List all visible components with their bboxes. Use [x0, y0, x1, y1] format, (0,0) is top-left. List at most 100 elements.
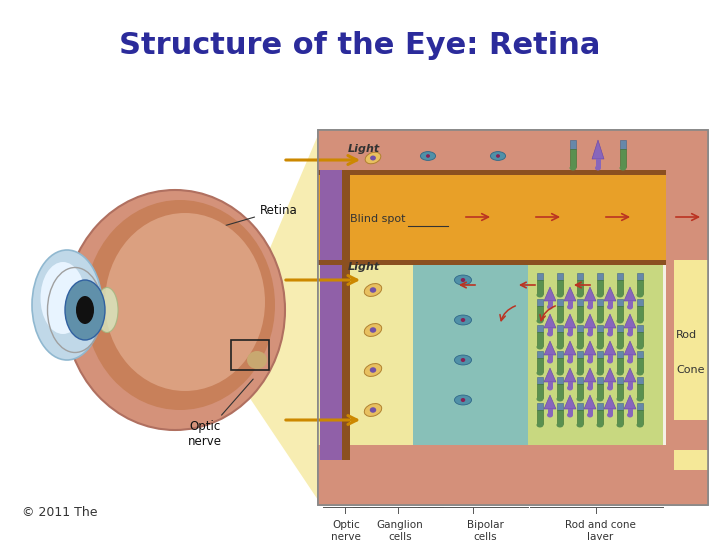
- Ellipse shape: [557, 293, 564, 298]
- Ellipse shape: [365, 152, 381, 164]
- Polygon shape: [544, 368, 556, 382]
- Polygon shape: [624, 287, 636, 301]
- Text: Retina: Retina: [212, 204, 298, 229]
- Text: Blind spot: Blind spot: [350, 214, 405, 224]
- Ellipse shape: [461, 278, 465, 282]
- Ellipse shape: [577, 345, 583, 349]
- Bar: [628, 409, 632, 415]
- Ellipse shape: [570, 165, 577, 171]
- Bar: [588, 301, 593, 307]
- Bar: [637, 273, 643, 280]
- Bar: [318, 175, 708, 260]
- Text: Ganglion
cells: Ganglion cells: [377, 520, 423, 540]
- Bar: [537, 273, 543, 280]
- Bar: [318, 445, 708, 505]
- Bar: [537, 280, 543, 294]
- Text: Light: Light: [348, 144, 380, 154]
- Bar: [318, 130, 708, 170]
- Ellipse shape: [461, 318, 465, 322]
- Bar: [567, 355, 572, 361]
- Ellipse shape: [370, 287, 377, 293]
- Ellipse shape: [454, 315, 472, 325]
- Ellipse shape: [65, 190, 285, 430]
- Bar: [597, 325, 603, 332]
- Bar: [577, 332, 583, 346]
- Polygon shape: [231, 135, 318, 500]
- Bar: [597, 403, 603, 410]
- Text: Rod and cone
layer: Rod and cone layer: [564, 520, 636, 540]
- Bar: [617, 384, 623, 398]
- Bar: [567, 301, 572, 307]
- Text: Optic
nerve: Optic nerve: [188, 379, 253, 448]
- Bar: [577, 325, 583, 332]
- Ellipse shape: [461, 398, 465, 402]
- Ellipse shape: [536, 422, 544, 428]
- Ellipse shape: [577, 396, 583, 402]
- Bar: [628, 328, 632, 334]
- Bar: [617, 403, 623, 410]
- Ellipse shape: [85, 200, 275, 410]
- Polygon shape: [544, 341, 556, 355]
- Bar: [597, 384, 603, 398]
- Bar: [570, 149, 576, 167]
- Ellipse shape: [496, 154, 500, 158]
- Bar: [608, 382, 613, 388]
- Bar: [557, 403, 563, 410]
- Bar: [597, 280, 603, 294]
- Bar: [588, 328, 593, 334]
- Polygon shape: [544, 287, 556, 301]
- Text: Light: Light: [348, 262, 380, 272]
- Ellipse shape: [627, 386, 633, 390]
- Ellipse shape: [370, 367, 377, 373]
- Polygon shape: [624, 341, 636, 355]
- Bar: [577, 403, 583, 410]
- Bar: [628, 382, 632, 388]
- Ellipse shape: [596, 345, 603, 349]
- Ellipse shape: [627, 305, 633, 309]
- Ellipse shape: [607, 332, 613, 336]
- Bar: [320, 170, 342, 260]
- Ellipse shape: [587, 359, 593, 363]
- Polygon shape: [584, 368, 596, 382]
- Bar: [577, 299, 583, 306]
- Bar: [557, 410, 563, 424]
- Ellipse shape: [567, 359, 573, 363]
- Ellipse shape: [364, 403, 382, 416]
- Ellipse shape: [536, 370, 544, 375]
- Bar: [547, 382, 552, 388]
- Ellipse shape: [536, 293, 544, 298]
- Bar: [674, 260, 708, 470]
- Ellipse shape: [607, 386, 613, 390]
- Ellipse shape: [32, 250, 102, 360]
- Ellipse shape: [616, 370, 624, 375]
- Ellipse shape: [627, 359, 633, 363]
- Bar: [537, 332, 543, 346]
- Ellipse shape: [577, 422, 583, 428]
- Bar: [342, 265, 350, 460]
- Polygon shape: [544, 314, 556, 328]
- Bar: [617, 332, 623, 346]
- Polygon shape: [544, 395, 556, 409]
- Ellipse shape: [607, 413, 613, 417]
- Bar: [528, 265, 663, 445]
- Bar: [588, 382, 593, 388]
- Polygon shape: [584, 287, 596, 301]
- Bar: [577, 273, 583, 280]
- Bar: [577, 358, 583, 372]
- Bar: [537, 306, 543, 320]
- Bar: [547, 355, 552, 361]
- Polygon shape: [564, 341, 576, 355]
- Bar: [617, 325, 623, 332]
- Ellipse shape: [547, 359, 553, 363]
- Ellipse shape: [636, 370, 644, 375]
- Ellipse shape: [587, 332, 593, 336]
- Bar: [547, 301, 552, 307]
- Ellipse shape: [557, 370, 564, 375]
- Text: Bipolar
cells: Bipolar cells: [467, 520, 503, 540]
- Ellipse shape: [577, 293, 583, 298]
- Bar: [608, 409, 613, 415]
- Polygon shape: [624, 395, 636, 409]
- Bar: [537, 299, 543, 306]
- Bar: [617, 273, 623, 280]
- Bar: [570, 140, 576, 149]
